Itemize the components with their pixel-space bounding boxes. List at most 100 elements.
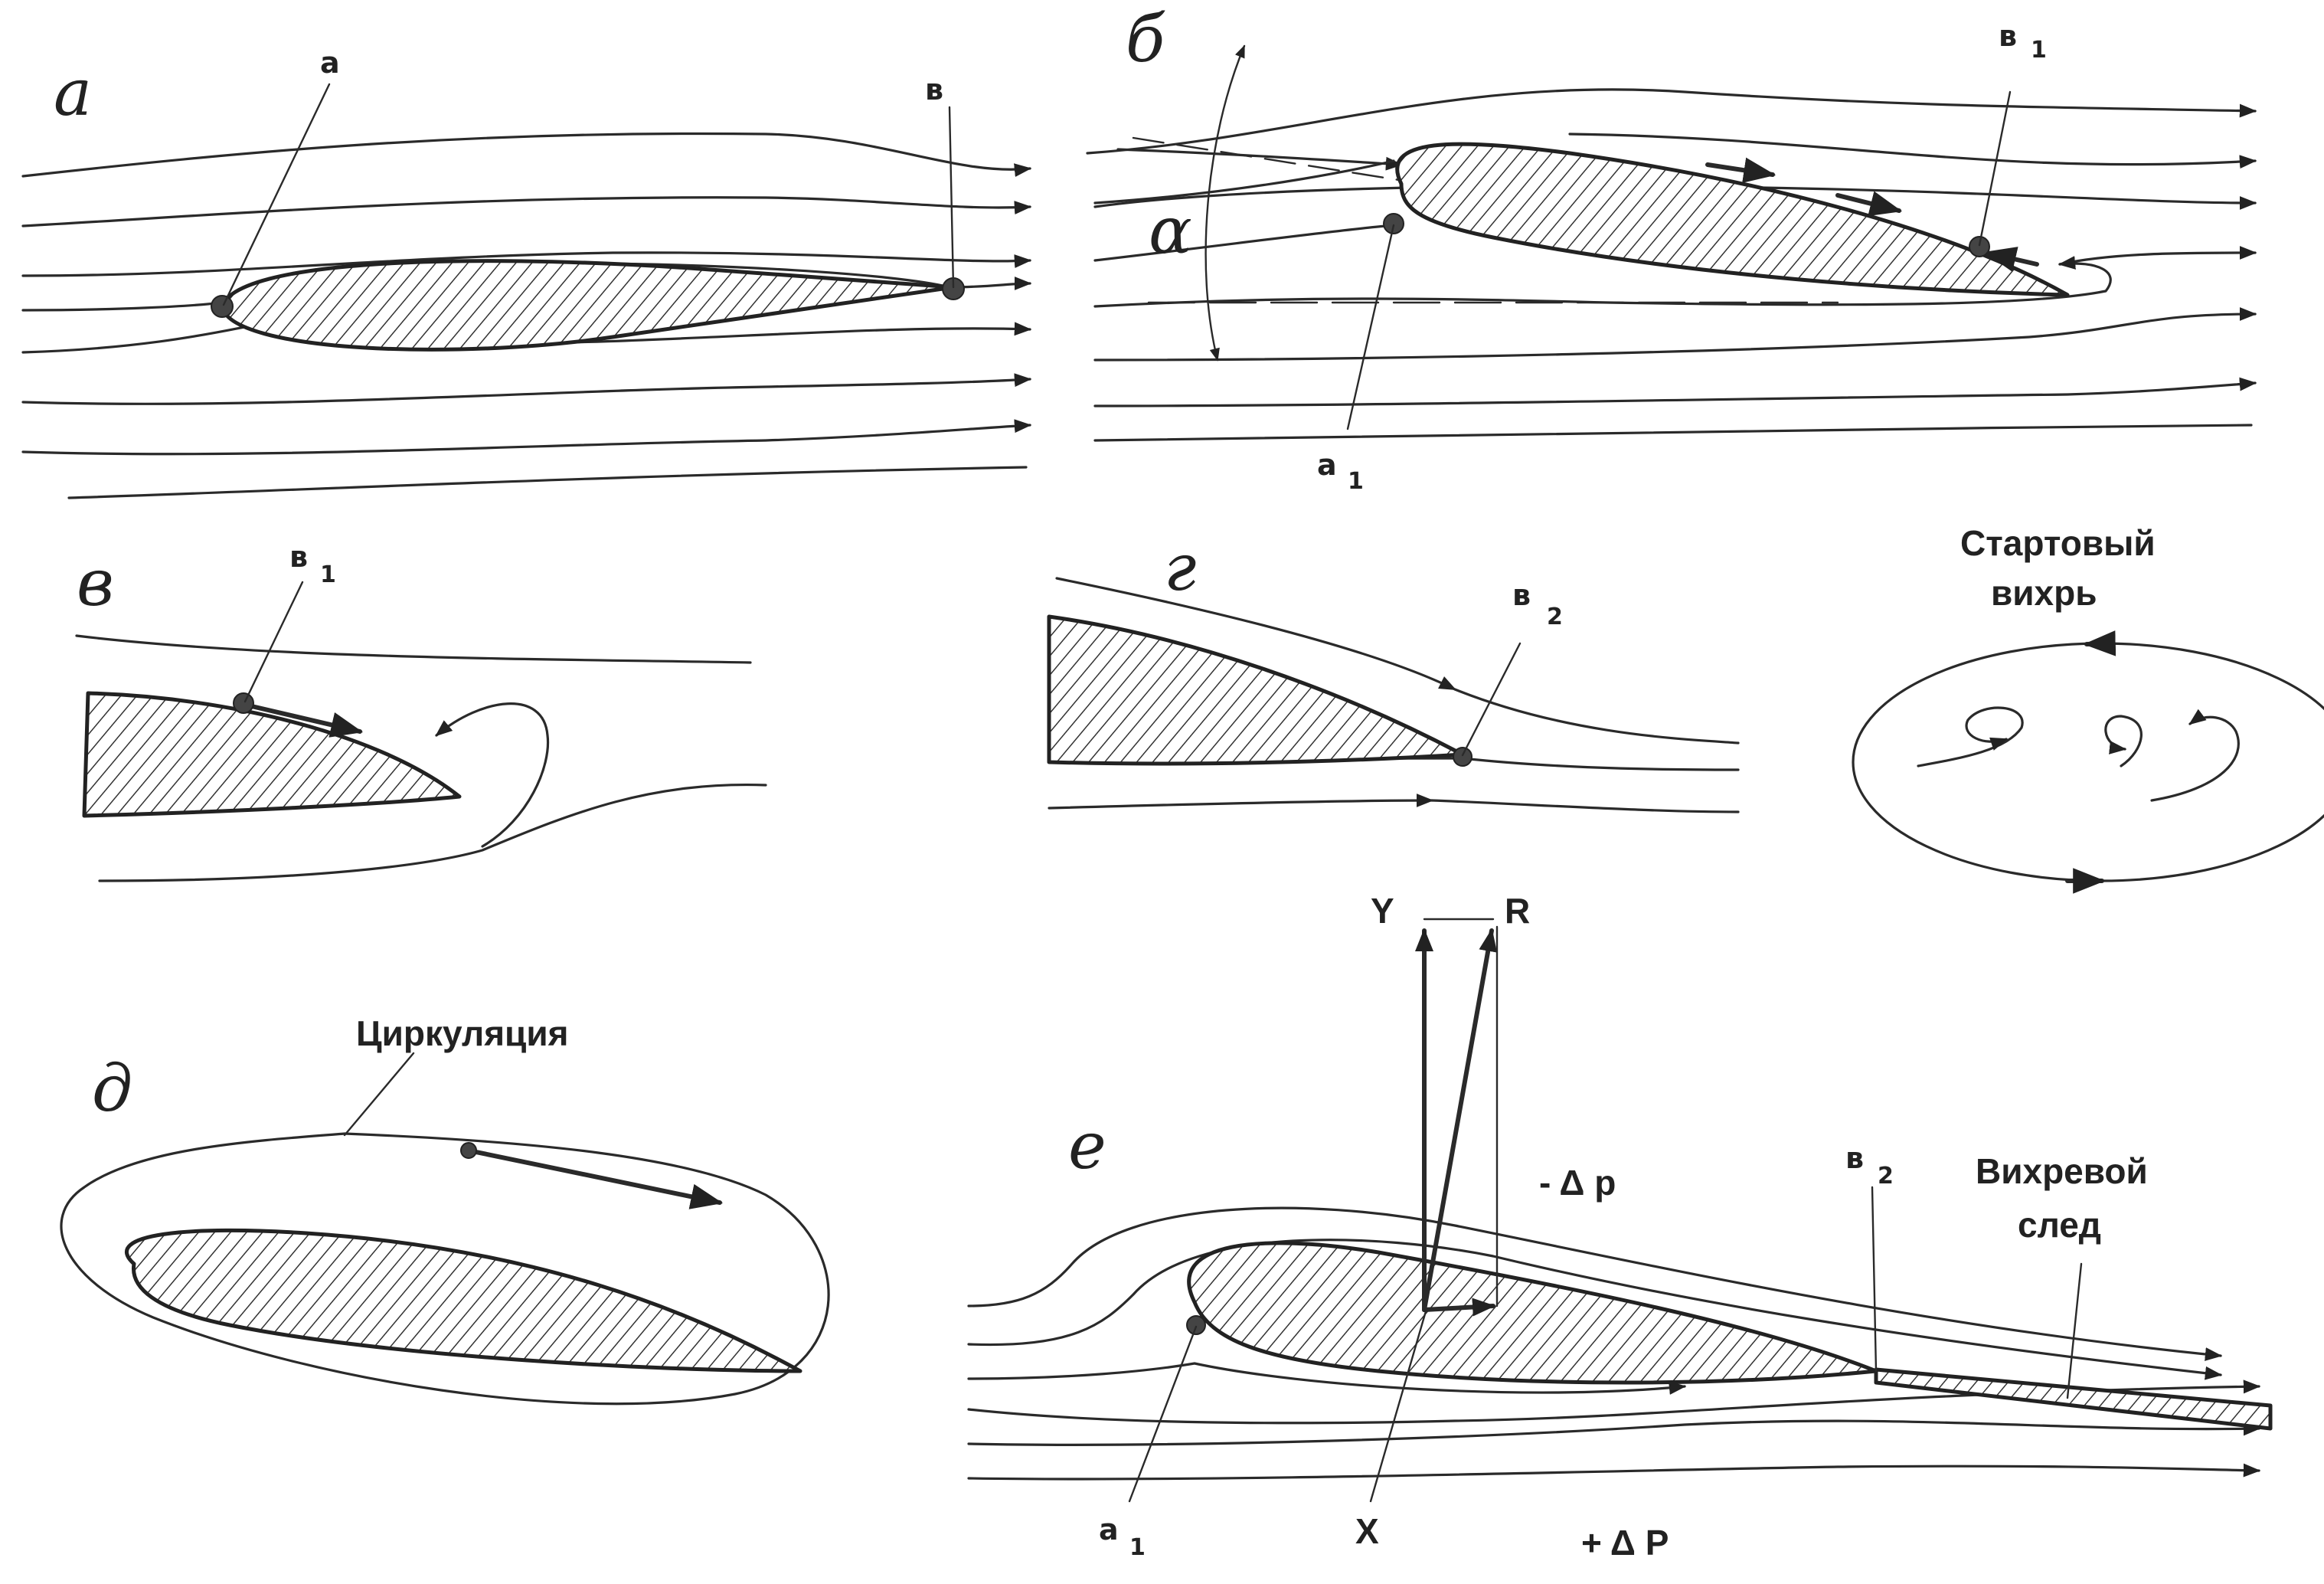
leader-line (2066, 1262, 2083, 1399)
leader-line (1128, 1325, 1198, 1503)
point-label-v2: в (1845, 1141, 1864, 1175)
vortex-swirl (2104, 715, 2143, 767)
point-label-v2: в (1512, 578, 1531, 612)
panel-v: в в 1 (75, 540, 767, 882)
vortex-swirl (1917, 706, 2024, 767)
point-label-a1-sub: 1 (1348, 468, 1364, 495)
panel-d: д Циркуляция (60, 1013, 830, 1406)
panel-label-d: д (92, 1051, 132, 1126)
streamline (1453, 688, 1740, 745)
wing-fragment-v (82, 691, 462, 818)
pressure-label-plus: + Δ P (1581, 1523, 1669, 1563)
circulation-loop (60, 1132, 830, 1406)
point-v1 (1969, 236, 1990, 257)
circulation-point (460, 1142, 477, 1159)
streamline (21, 251, 1032, 277)
panel-a: а а в (21, 46, 1032, 499)
leader-line (244, 581, 304, 703)
leader-line (343, 1052, 415, 1137)
force-label-X: X (1355, 1511, 1379, 1551)
streamline (1116, 148, 1404, 171)
streamline (967, 1362, 1687, 1395)
streamline (1430, 799, 1740, 813)
streamline (967, 1419, 2261, 1446)
point-label-v1-sub: 1 (2031, 37, 2047, 64)
panel-b: б α а 1 в 1 (1086, 2, 2257, 495)
point-label-v1: в (1999, 19, 2017, 53)
streamline (1093, 256, 2112, 308)
leader-line (1346, 224, 1395, 430)
panel-label-b: б (1126, 2, 1165, 77)
point-label-a: а (320, 46, 340, 80)
resultant-vector-R (1422, 928, 1498, 1312)
streamline (1093, 424, 2253, 442)
stagnation-point-a1 (1186, 1315, 1206, 1335)
surface-arrow (1705, 157, 1777, 183)
start-vortex: Стартовый вихрь (1852, 523, 2324, 894)
drag-vector-X (1422, 1298, 1495, 1317)
streamline (21, 132, 1032, 178)
streamline (75, 634, 752, 664)
surface-arrow (1983, 247, 2039, 272)
streamline (1093, 224, 2255, 264)
panel-e: е Вихревой след а 1 в 2 Y R X - Δ p + Δ … (967, 891, 2273, 1563)
airfoil-b (1395, 142, 2070, 297)
leader-line (222, 83, 331, 306)
leader-line (1871, 1186, 1878, 1373)
leader-line (1461, 642, 1522, 757)
boundary-arrow (2083, 630, 2116, 656)
separation-vortex (435, 702, 550, 848)
surface-arrow (243, 702, 364, 738)
surface-arrow (1835, 191, 1903, 217)
point-label-a1: а (1317, 448, 1337, 482)
caption-start-vortex-1: Стартовый (1960, 523, 2156, 563)
panel-label-v: в (77, 545, 114, 620)
force-label-R: R (1505, 891, 1530, 931)
panel-label-a: а (54, 55, 92, 130)
point-label-a1: а (1099, 1513, 1119, 1546)
point-label-v: в (925, 73, 943, 106)
caption-start-vortex-2: вихрь (1991, 573, 2097, 613)
vortex-boundary (1852, 642, 2324, 882)
streamline (21, 373, 1032, 405)
stagnation-point-a1 (1383, 213, 1404, 234)
streamline (21, 196, 1032, 227)
stagnation-point-a (211, 295, 234, 318)
angle-ref-line (1132, 136, 1449, 189)
streamline (967, 1206, 2223, 1361)
point-label-a1-sub: 1 (1129, 1534, 1146, 1561)
streamline (98, 783, 767, 882)
streamline (1093, 377, 2257, 407)
wing-fragment-g (1047, 614, 1465, 766)
caption-wake-1: Вихревой (1976, 1151, 2148, 1191)
streamline (21, 419, 1032, 456)
angle-arc (1204, 44, 1246, 362)
vortex-swirl (2150, 709, 2240, 802)
point-label-v2-sub: 2 (1547, 604, 1563, 630)
panel-label-g: г (1164, 530, 1196, 605)
vortex-wake (1874, 1367, 2273, 1431)
point-v1 (233, 692, 254, 714)
point-label-v1-sub: 1 (320, 561, 336, 588)
pressure-label-minus: - Δ p (1539, 1163, 1616, 1203)
caption-wake-2: след (2018, 1205, 2101, 1245)
force-label-Y: Y (1371, 891, 1394, 931)
leader-line (1978, 90, 2012, 247)
streamline (67, 466, 1028, 499)
streamline (967, 1379, 2261, 1425)
circulation-arrow (466, 1148, 724, 1209)
caption-circulation: Циркуляция (356, 1013, 568, 1053)
panel-label-e: е (1068, 1108, 1106, 1183)
airfoil-d (125, 1228, 802, 1373)
leader-line (948, 106, 955, 289)
airfoil-e (1187, 1241, 1878, 1385)
streamline (1055, 577, 1457, 691)
streamline (1086, 88, 2257, 155)
streamline (1093, 133, 2255, 205)
streamline (1093, 307, 2257, 362)
point-label-v1: в (289, 540, 308, 574)
streamline (967, 1463, 2261, 1481)
point-label-v2-sub: 2 (1878, 1163, 1894, 1190)
leader-line (1369, 1310, 1427, 1503)
